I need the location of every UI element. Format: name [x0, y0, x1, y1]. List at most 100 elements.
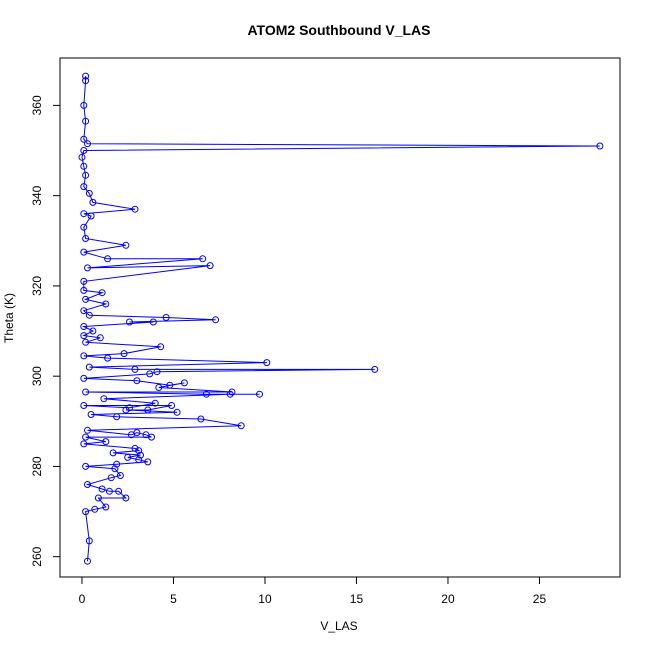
- data-point: [153, 368, 161, 376]
- data-point: [137, 451, 144, 459]
- data-point: [228, 388, 236, 396]
- data-point: [100, 395, 108, 403]
- data-point: [126, 318, 133, 326]
- data-point: [124, 453, 132, 461]
- data-point: [113, 460, 121, 468]
- data-point: [122, 494, 130, 502]
- data-point: [212, 316, 220, 324]
- data-point: [102, 438, 110, 446]
- data-point: [80, 352, 88, 360]
- data-point: [122, 406, 130, 414]
- data-point: [144, 406, 152, 414]
- data-point: [84, 140, 91, 148]
- data-point: [80, 402, 88, 409]
- data-point: [263, 359, 271, 367]
- data-point: [82, 462, 90, 470]
- data-point: [113, 413, 121, 421]
- data-point: [157, 343, 165, 351]
- x-axis: 0 5 10 15 20 25: [79, 576, 547, 606]
- data-point: [80, 223, 88, 231]
- data-point: [82, 388, 90, 396]
- data-point: [82, 171, 90, 179]
- data-point: [80, 323, 88, 330]
- data-point: [80, 440, 88, 448]
- data-point: [371, 365, 379, 373]
- plot-frame: [59, 57, 621, 578]
- data-point: [98, 289, 106, 297]
- series-layer: [78, 72, 604, 565]
- y-tick-label: 280: [30, 456, 44, 476]
- data-point: [197, 415, 205, 423]
- series-line: [81, 76, 600, 562]
- y-axis: 260 280 300 320 340 360: [30, 95, 61, 567]
- data-point: [155, 384, 163, 391]
- data-point: [135, 447, 143, 455]
- x-tick-label: 0: [79, 592, 86, 606]
- data-point: [102, 300, 110, 308]
- data-point: [104, 255, 112, 263]
- data-point: [116, 472, 124, 479]
- data-point: [166, 381, 174, 389]
- data-point: [122, 241, 130, 249]
- data-point: [80, 286, 88, 294]
- data-point: [98, 485, 106, 493]
- data-point: [180, 379, 188, 387]
- data-point: [109, 449, 117, 457]
- y-tick-label: 300: [30, 366, 44, 386]
- data-point: [89, 198, 97, 206]
- data-point: [142, 431, 150, 439]
- data-point: [82, 77, 90, 85]
- data-point: [91, 505, 99, 513]
- data-point: [104, 354, 112, 362]
- data-point: [85, 363, 93, 371]
- data-point: [80, 374, 88, 382]
- data-point: [131, 444, 139, 452]
- data-point: [84, 481, 91, 488]
- data-point: [168, 402, 176, 409]
- y-tick-label: 320: [30, 276, 44, 296]
- data-point: [80, 277, 88, 285]
- data-point: [87, 212, 95, 220]
- data-point: [85, 189, 93, 197]
- data-point: [82, 433, 90, 441]
- data-point: [146, 370, 154, 378]
- x-tick-label: 15: [350, 592, 364, 606]
- data-point: [80, 162, 88, 170]
- data-point: [256, 390, 263, 398]
- data-point: [133, 377, 141, 385]
- data-point: [127, 431, 135, 439]
- data-point: [82, 72, 90, 80]
- data-point: [131, 205, 139, 213]
- data-point: [87, 411, 95, 418]
- data-point: [162, 314, 170, 321]
- data-point: [126, 404, 133, 412]
- data-point: [131, 365, 139, 373]
- x-tick-label: 10: [258, 592, 272, 606]
- data-point: [89, 327, 97, 335]
- x-tick-label: 25: [533, 592, 547, 606]
- data-point: [85, 311, 93, 319]
- y-tick-label: 260: [30, 546, 44, 566]
- data-point: [202, 390, 210, 398]
- data-point: [80, 147, 88, 154]
- data-point: [135, 456, 143, 464]
- data-point: [84, 557, 91, 565]
- data-point: [173, 408, 181, 416]
- data-point: [80, 183, 88, 191]
- data-point: [82, 508, 90, 516]
- chart-title: ATOM2 Southbound V_LAS: [247, 22, 430, 38]
- data-point: [107, 474, 115, 482]
- data-point: [84, 264, 91, 272]
- data-point: [226, 390, 234, 398]
- data-point: [111, 465, 119, 473]
- data-point: [80, 135, 88, 143]
- y-axis-label: Theta (K): [2, 293, 16, 343]
- data-point: [596, 142, 604, 150]
- data-point: [80, 248, 88, 256]
- data-point: [102, 503, 110, 511]
- data-point: [151, 399, 159, 407]
- data-point: [80, 101, 88, 109]
- data-point: [82, 338, 90, 346]
- data-point: [82, 117, 90, 125]
